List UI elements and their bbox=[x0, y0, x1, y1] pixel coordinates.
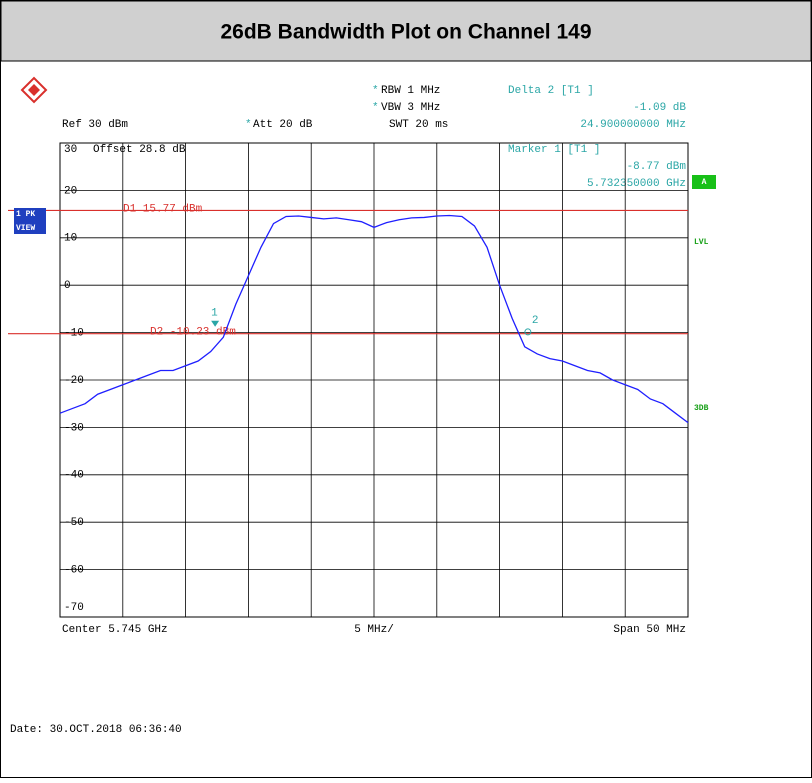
offset: Offset 28.8 dB bbox=[93, 144, 186, 156]
delta-title: Delta 2 [T1 ] bbox=[508, 85, 594, 97]
y-tick-label: -70 bbox=[64, 602, 84, 614]
display-line-label: D2 -10.23 dBm bbox=[150, 327, 236, 339]
trace-label: 1 PK bbox=[16, 210, 35, 219]
trace-box bbox=[14, 208, 46, 234]
rbw: RBW 1 MHz bbox=[381, 85, 440, 97]
db3-label: 3DB bbox=[694, 404, 709, 413]
marker-freq: 5.732350000 GHz bbox=[587, 178, 686, 190]
marker-title: Marker 1 [T1 ] bbox=[508, 144, 600, 156]
ref: Ref 30 dBm bbox=[62, 119, 128, 131]
y-tick-label: 10 bbox=[64, 233, 77, 245]
swt: SWT 20 ms bbox=[389, 119, 448, 131]
star: * bbox=[245, 119, 252, 131]
trace bbox=[59, 214, 689, 424]
vbw: VBW 3 MHz bbox=[381, 102, 440, 114]
delta-level: -1.09 dB bbox=[633, 102, 686, 114]
marker-label: 2 bbox=[532, 315, 539, 327]
y-tick-label: -20 bbox=[64, 375, 84, 387]
marker-label: 1 bbox=[211, 308, 218, 320]
title: 26dB Bandwidth Plot on Channel 149 bbox=[220, 21, 591, 44]
marker-level: -8.77 dBm bbox=[627, 161, 687, 173]
display-line-label: D1 15.77 dBm bbox=[123, 203, 203, 215]
y-tick-label: -30 bbox=[64, 422, 84, 434]
delta-freq: 24.900000000 MHz bbox=[580, 119, 686, 131]
center-label: Center 5.745 GHz bbox=[62, 624, 168, 636]
span-label: Span 50 MHz bbox=[613, 624, 686, 636]
y-tick-label: -50 bbox=[64, 517, 84, 529]
y-tick-label: 30 bbox=[64, 144, 77, 156]
marker bbox=[211, 320, 220, 327]
lvl-label: LVL bbox=[694, 238, 709, 247]
date-label: Date: 30.OCT.2018 06:36:40 bbox=[10, 724, 182, 736]
view-label: VIEW bbox=[16, 224, 35, 233]
marker bbox=[524, 328, 532, 336]
a-box bbox=[692, 175, 716, 189]
star: * bbox=[372, 102, 379, 114]
att: Att 20 dB bbox=[253, 119, 313, 131]
logo bbox=[20, 76, 48, 104]
y-tick-label: -40 bbox=[64, 470, 84, 482]
star: * bbox=[372, 85, 379, 97]
y-tick-label: 0 bbox=[64, 280, 71, 292]
div-label: 5 MHz/ bbox=[354, 624, 394, 636]
a-label: A bbox=[702, 178, 707, 187]
y-tick-label: -60 bbox=[64, 565, 84, 577]
y-tick-label: 20 bbox=[64, 185, 77, 197]
title-bar bbox=[0, 0, 812, 62]
